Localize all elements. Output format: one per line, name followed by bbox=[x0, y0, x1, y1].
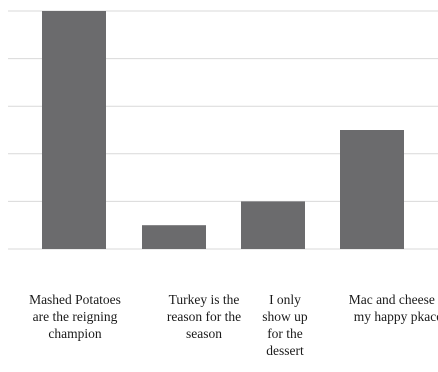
category-label-mashed-potatoes: Mashed Potatoes are the reigning champio… bbox=[29, 292, 121, 341]
bar-1 bbox=[142, 225, 206, 249]
category-label-mac-and-cheese: Mac and cheese is my happy pkace bbox=[348, 292, 438, 324]
bar-3 bbox=[340, 130, 404, 249]
category-label-turkey: Turkey is the reason for the season bbox=[166, 292, 242, 341]
category-label-dessert: I only show up for the dessert bbox=[262, 292, 308, 358]
bars bbox=[42, 11, 404, 249]
bar-2 bbox=[241, 201, 305, 249]
bar-0 bbox=[42, 11, 106, 249]
